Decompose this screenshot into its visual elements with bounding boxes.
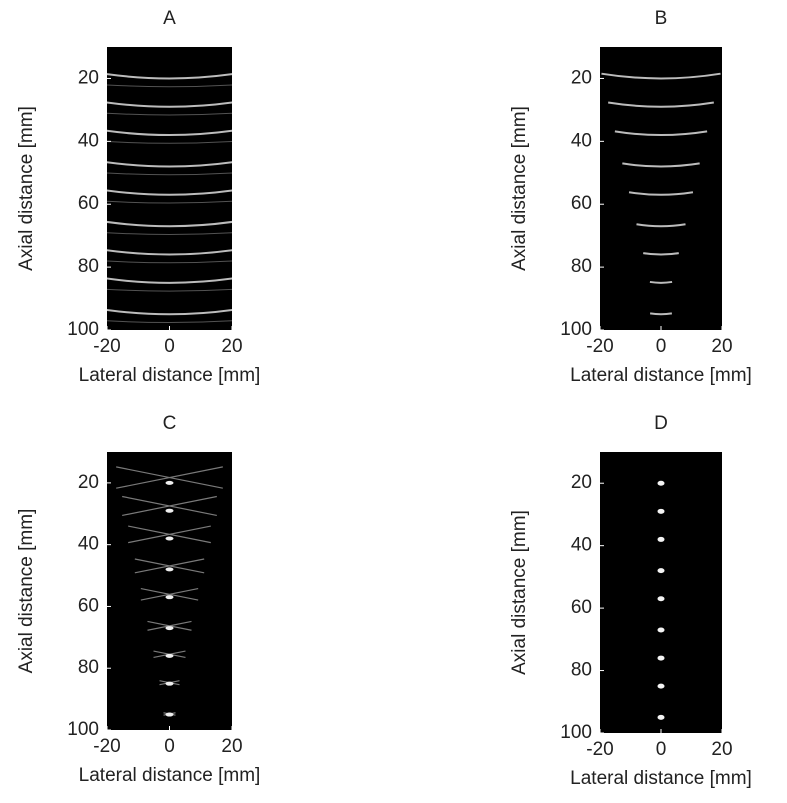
y-tick-label: 80 (571, 256, 592, 277)
y-axis-label: Axial distance [mm] (509, 510, 530, 675)
y-tick-label: 20 (571, 67, 592, 88)
echo-core (166, 654, 174, 658)
x-axis-label: Lateral distance [mm] (570, 768, 752, 789)
image-background (107, 47, 232, 330)
x-tick-label: 0 (656, 739, 667, 760)
echo-core (166, 567, 174, 571)
echo-arc (650, 313, 672, 314)
image-background (107, 452, 232, 730)
echo-point (658, 656, 665, 661)
panel-title: D (654, 413, 668, 434)
echo-core (166, 682, 174, 686)
x-axis-label: Lateral distance [mm] (79, 765, 261, 786)
echo-point (658, 684, 665, 689)
y-tick-label: 80 (571, 660, 592, 681)
x-tick-label: 20 (711, 336, 732, 357)
y-tick-label: 60 (78, 595, 99, 616)
echo-point (658, 568, 665, 573)
echo-core (166, 509, 174, 513)
y-tick-label: 60 (78, 193, 99, 214)
y-tick-label: 100 (67, 319, 99, 340)
y-tick-label: 80 (78, 256, 99, 277)
x-tick-label: 20 (221, 336, 242, 357)
echo-point (658, 627, 665, 632)
y-tick-label: 80 (78, 657, 99, 678)
y-tick-label: 20 (78, 472, 99, 493)
x-axis-label: Lateral distance [mm] (79, 365, 261, 386)
panel-title: A (163, 8, 176, 29)
y-tick-label: 100 (67, 719, 99, 740)
x-tick-label: 0 (164, 736, 175, 757)
echo-point (658, 715, 665, 720)
echo-point (658, 596, 665, 601)
y-axis-label: Axial distance [mm] (16, 106, 37, 271)
y-tick-label: 100 (560, 722, 592, 743)
y-tick-label: 40 (571, 535, 592, 556)
panel-title: C (163, 413, 177, 434)
echo-core (166, 595, 174, 599)
y-tick-label: 60 (571, 597, 592, 618)
y-tick-label: 100 (560, 319, 592, 340)
y-tick-label: 20 (571, 472, 592, 493)
image-background (600, 47, 722, 330)
echo-point (658, 537, 665, 542)
x-tick-label: 20 (221, 736, 242, 757)
figure: A-2002020406080100Lateral distance [mm]A… (0, 0, 787, 803)
echo-arc (650, 282, 672, 283)
x-tick-label: 0 (164, 336, 175, 357)
echo-point (658, 481, 665, 486)
y-axis-label: Axial distance [mm] (509, 106, 530, 271)
echo-core (166, 626, 174, 630)
y-tick-label: 60 (571, 193, 592, 214)
y-tick-label: 20 (78, 67, 99, 88)
x-tick-label: 20 (711, 739, 732, 760)
image-background (600, 452, 722, 733)
echo-core (166, 713, 174, 717)
y-tick-label: 40 (78, 534, 99, 555)
echo-point (658, 509, 665, 514)
x-axis-label: Lateral distance [mm] (570, 365, 752, 386)
y-tick-label: 40 (78, 130, 99, 151)
echo-core (166, 481, 174, 485)
panel-title: B (655, 8, 668, 29)
y-tick-label: 40 (571, 130, 592, 151)
y-axis-label: Axial distance [mm] (16, 509, 37, 674)
echo-core (166, 536, 174, 540)
x-tick-label: 0 (656, 336, 667, 357)
